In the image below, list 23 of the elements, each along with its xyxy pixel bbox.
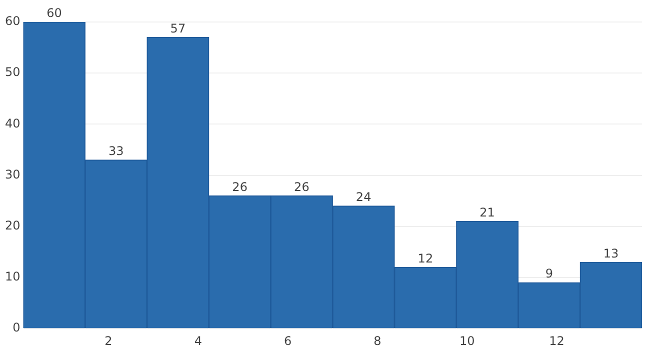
y-tick-label: 30	[4, 167, 20, 182]
data-label: 57	[170, 21, 186, 36]
y-tick-label: 60	[4, 14, 20, 28]
x-tick-label: 6	[284, 334, 292, 348]
data-label: 24	[356, 190, 372, 204]
x-tick-label: 8	[374, 334, 382, 348]
data-label: 26	[294, 180, 310, 194]
data-label: 21	[480, 205, 495, 220]
y-tick-label: 10	[4, 270, 20, 284]
x-tick-label: 12	[549, 334, 564, 348]
x-tick-label: 2	[104, 334, 112, 348]
y-tick-label: 20	[4, 218, 20, 233]
data-label: 12	[418, 251, 434, 266]
y-tick-label: 50	[4, 65, 20, 80]
x-tick-label: 10	[460, 334, 475, 348]
data-label: 60	[46, 6, 62, 20]
data-label: 9	[545, 266, 554, 281]
y-tick-label: 0	[12, 320, 20, 335]
data-label: 13	[603, 246, 619, 260]
y-tick-label: 40	[4, 116, 20, 130]
data-label: 26	[232, 180, 248, 194]
x-tick-label: 4	[194, 334, 202, 348]
data-label: 33	[108, 144, 124, 158]
